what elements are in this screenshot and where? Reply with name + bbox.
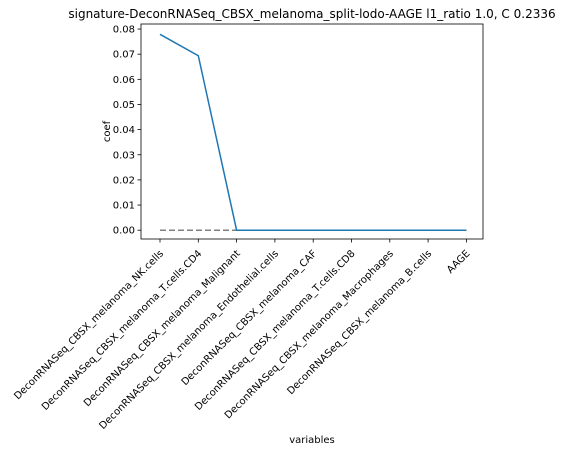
plot-area <box>140 23 484 240</box>
y-axis: 0.00 0.01 0.02 0.03 0.04 0.05 0.06 0.07 0.08 <box>113 25 141 237</box>
y-tick-label: 0.07 <box>113 50 135 61</box>
x-axis-label: variables <box>289 435 335 446</box>
y-tick-label: 0.05 <box>113 100 135 111</box>
coef-series-line <box>159 33 467 231</box>
y-tick-label: 0.01 <box>113 201 135 212</box>
y-tick-label: 0.03 <box>113 150 135 161</box>
y-tick-label: 0.02 <box>113 175 135 186</box>
y-tick-label: 0.00 <box>113 226 135 237</box>
y-tick-label: 0.08 <box>113 25 135 36</box>
y-axis-label: coef <box>102 120 113 142</box>
y-tick-label: 0.06 <box>113 75 135 86</box>
y-tick-label: 0.04 <box>113 125 135 136</box>
plot-marks <box>159 33 467 231</box>
chart-title: signature-DeconRNASeq_CBSX_melanoma_spli… <box>68 7 555 21</box>
